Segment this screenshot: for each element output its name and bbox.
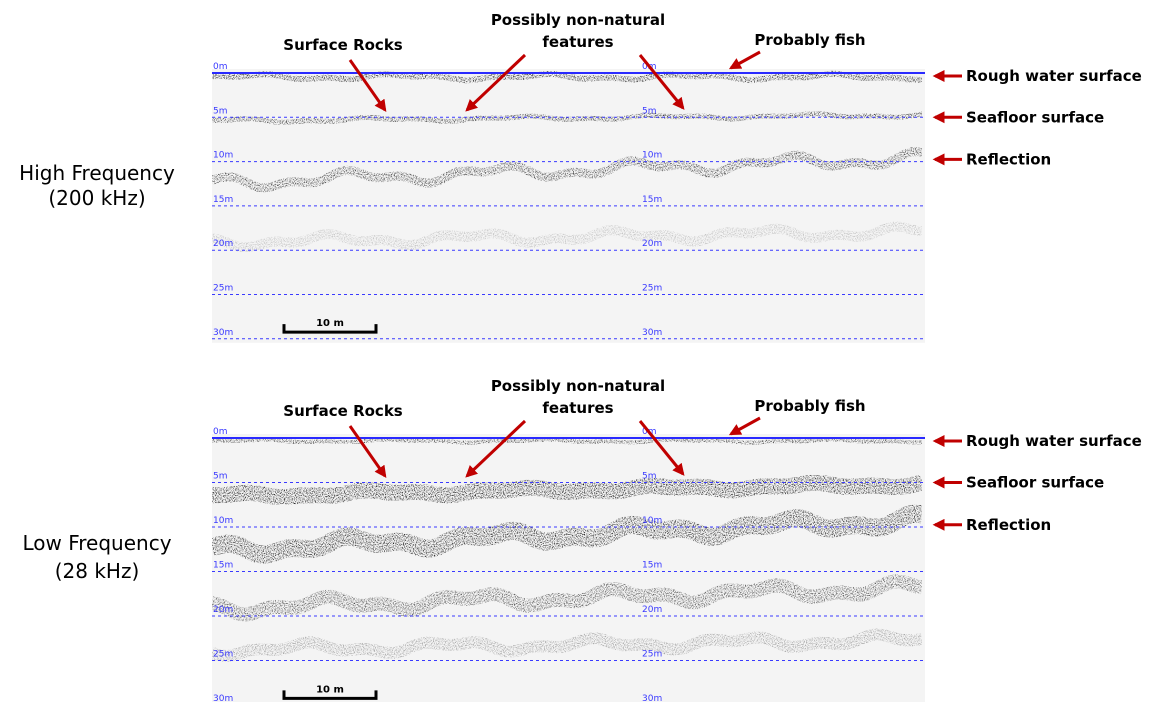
annotation: Surface Rocks — [283, 402, 403, 420]
depth-label: 20m — [213, 239, 233, 249]
depth-label: 25m — [642, 650, 662, 660]
arrow — [638, 54, 685, 110]
panel-label: (28 kHz) — [55, 559, 140, 583]
scale-label: 10 m — [316, 684, 344, 695]
echo-band — [210, 147, 923, 193]
annotation: Probably fish — [754, 397, 865, 415]
right-label: Reflection — [966, 516, 1051, 534]
scale-bar — [282, 690, 378, 700]
panel-label: High Frequency — [19, 161, 175, 185]
annotation: Possibly non-natural — [491, 11, 665, 29]
echo-band — [211, 221, 923, 253]
depth-label: 5m — [642, 106, 657, 116]
annotation: Probably fish — [754, 31, 865, 49]
echo-band — [210, 574, 924, 622]
annotation: Surface Rocks — [283, 36, 403, 54]
depth-label: 5m — [213, 106, 228, 116]
depth-label: 15m — [642, 195, 662, 205]
arrow — [465, 419, 527, 478]
arrow — [348, 425, 387, 478]
right-label: Seafloor surface — [966, 108, 1104, 126]
right-label: Rough water surface — [966, 67, 1142, 85]
depth-label: 25m — [642, 284, 662, 294]
depth-label: 20m — [213, 605, 233, 615]
depth-label: 30m — [642, 328, 662, 338]
depth-label: 15m — [213, 195, 233, 205]
depth-label: 15m — [642, 561, 662, 571]
depth-label: 15m — [213, 561, 233, 571]
arrow — [465, 53, 527, 112]
depth-label: 0m — [213, 62, 228, 72]
annotation: Possibly non-natural — [491, 377, 665, 395]
depth-label: 30m — [213, 328, 233, 338]
arrow — [638, 420, 685, 476]
depth-label: 10m — [213, 516, 233, 526]
depth-label: 30m — [642, 694, 662, 702]
echo-band — [211, 70, 923, 84]
echo-band — [211, 111, 923, 125]
echo-band — [211, 474, 924, 506]
depth-label: 30m — [213, 694, 233, 702]
panel-label: (200 kHz) — [48, 186, 145, 210]
echogram — [212, 434, 925, 702]
right-label: Rough water surface — [966, 432, 1142, 450]
echo-band — [211, 437, 923, 445]
depth-label: 25m — [213, 284, 233, 294]
right-label: Reflection — [966, 150, 1051, 168]
depth-label: 10m — [642, 516, 662, 526]
depth-label: 10m — [642, 151, 662, 161]
arrow — [728, 50, 761, 70]
annotation: features — [542, 399, 613, 417]
depth-label: 25m — [213, 650, 233, 660]
scale-label: 10 m — [316, 318, 344, 329]
depth-label: 5m — [642, 472, 657, 482]
panel-label: Low Frequency — [22, 531, 171, 555]
echo-band — [210, 628, 923, 663]
right-label: Seafloor surface — [966, 474, 1104, 492]
depth-label: 20m — [642, 239, 662, 249]
depth-label: 10m — [213, 151, 233, 161]
depth-label: 20m — [642, 605, 662, 615]
scale-bar — [282, 324, 378, 334]
arrow — [728, 416, 761, 436]
arrow — [348, 59, 387, 112]
echo-band — [209, 504, 924, 564]
depth-label: 5m — [213, 472, 228, 482]
annotation: features — [542, 33, 613, 51]
depth-label: 0m — [213, 427, 228, 437]
